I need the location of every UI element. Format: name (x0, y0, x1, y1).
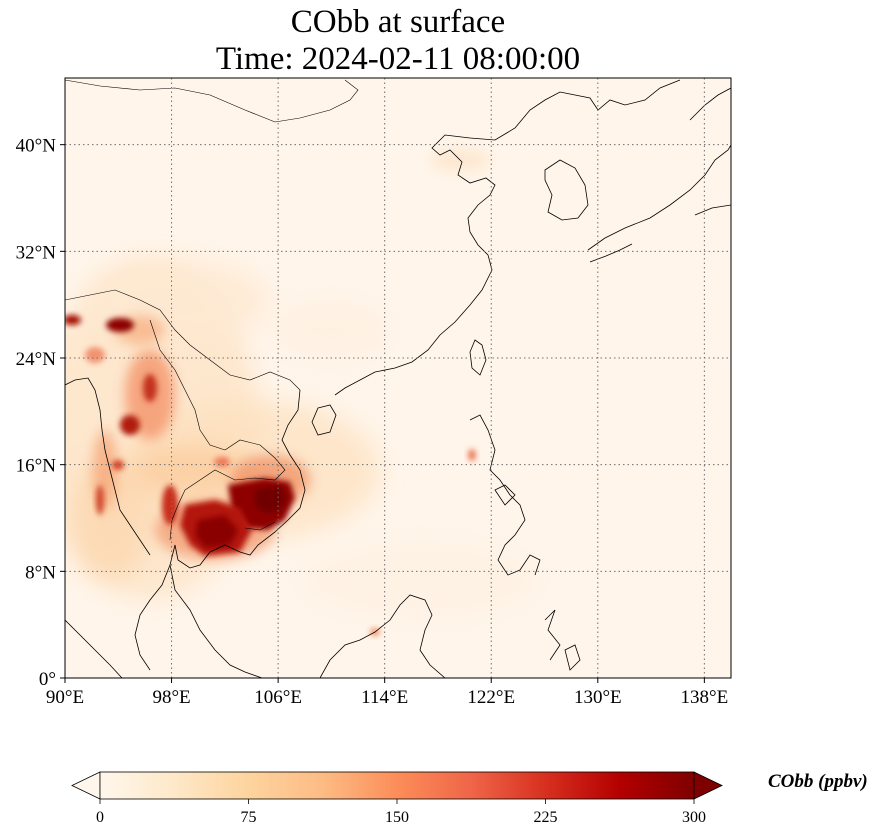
colorbar: 0 75 150 225 300 CObb (ppbv) (71, 771, 868, 826)
colorbar-tick-label: 75 (241, 809, 257, 826)
lat-tick-label: 40°N (16, 136, 57, 157)
colorbar-tick-label: 150 (385, 809, 409, 826)
colorbar-tick-label: 300 (682, 809, 706, 826)
colorbar-min-extension (71, 771, 101, 800)
colorbar-gradient (99, 771, 695, 800)
lon-tick-label: 122°E (467, 687, 515, 708)
lon-tick-label: 114°E (361, 687, 408, 708)
latitude-axis: 0° 8°N 16°N 24°N 32°N 40°N (16, 136, 65, 690)
lat-tick-label: 8°N (25, 562, 56, 583)
lon-tick-label: 90°E (46, 687, 84, 708)
lon-tick-label: 98°E (152, 687, 190, 708)
colorbar-label: CObb (ppbv) (768, 771, 868, 792)
lat-tick-label: 24°N (16, 349, 57, 370)
lon-tick-label: 106°E (254, 687, 302, 708)
map-title: CObb at surface (290, 4, 506, 40)
concentration-field (65, 148, 540, 636)
colorbar-tick-label: 225 (534, 809, 558, 826)
lon-tick-label: 138°E (681, 687, 729, 708)
coastlines (65, 79, 731, 678)
lat-tick-label: 32°N (16, 242, 57, 263)
colorbar-max-extension (693, 771, 723, 800)
lat-tick-label: 16°N (16, 456, 57, 477)
lon-tick-label: 130°E (574, 687, 622, 708)
graticule (65, 78, 731, 678)
colorbar-tick-label: 0 (96, 809, 104, 826)
map-frame (64, 77, 732, 679)
longitude-axis: 90°E 98°E 106°E 114°E 122°E 130°E 138°E (46, 678, 728, 708)
map-time-subtitle: Time: 2024-02-11 08:00:00 (215, 41, 581, 77)
lat-tick-label: 0° (39, 669, 56, 690)
